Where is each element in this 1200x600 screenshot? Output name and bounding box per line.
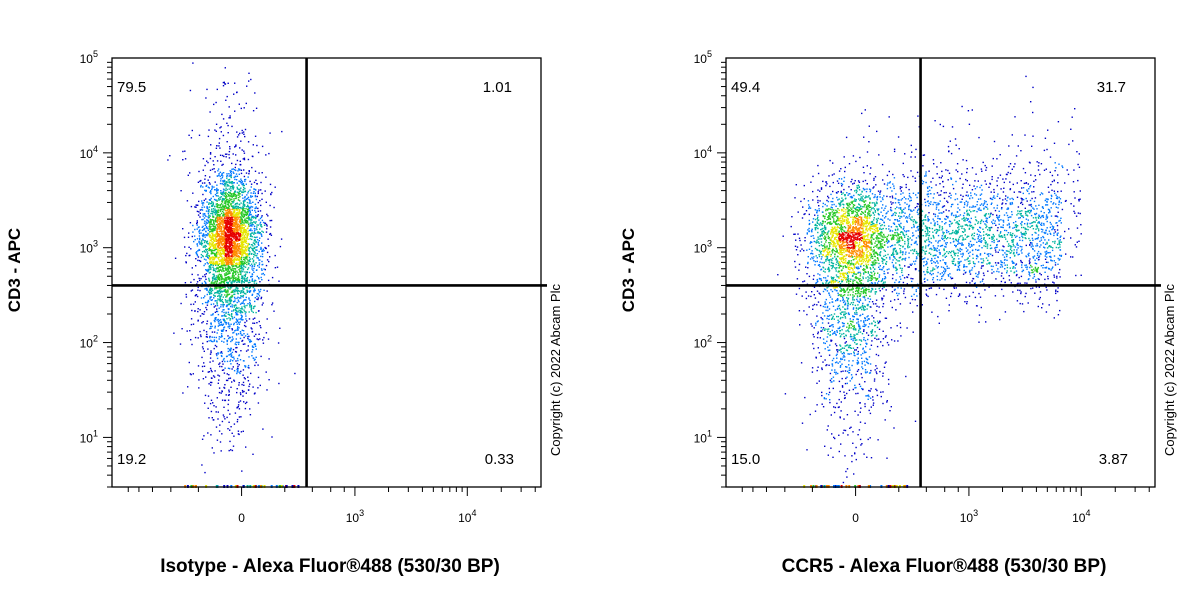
y-tick-label: 104 bbox=[80, 144, 98, 161]
quadrant-bottom-right-value: 0.33 bbox=[485, 451, 514, 468]
event-dots bbox=[777, 75, 1082, 484]
quadrant-top-left-value: 49.4 bbox=[731, 79, 760, 96]
y-tick-label: 102 bbox=[80, 334, 98, 351]
plot-frame bbox=[725, 57, 1156, 488]
y-tick-label: 102 bbox=[694, 334, 712, 351]
quadrant-bottom-left-value: 15.0 bbox=[731, 451, 760, 468]
y-tick-label: 101 bbox=[80, 428, 98, 445]
plot-frame bbox=[111, 57, 542, 488]
event-dots bbox=[167, 62, 296, 474]
quadrant-top-right-value: 31.7 bbox=[1097, 79, 1126, 96]
y-tick-label: 104 bbox=[694, 144, 712, 161]
y-axis-label: CD3 - APC bbox=[619, 228, 638, 312]
quadrant-bottom-left-value: 19.2 bbox=[117, 451, 146, 468]
y-tick-label: 105 bbox=[80, 49, 98, 66]
copyright-notice: Copyright (c) 2022 Abcam Plc bbox=[548, 284, 563, 456]
plot-panel-ccr5: CD3 - APC CCR5 - Alexa Fluor®488 (530/30… bbox=[619, 49, 1177, 577]
quadrant-bottom-right-value: 3.87 bbox=[1099, 451, 1128, 468]
quadrant-top-right-value: 1.01 bbox=[483, 79, 512, 96]
x-axis-ticks bbox=[741, 487, 1150, 496]
y-axis-label: CD3 - APC bbox=[5, 228, 24, 312]
x-tick-label: 104 bbox=[1072, 508, 1090, 525]
y-tick-label: 101 bbox=[694, 428, 712, 445]
x-tick-label: 103 bbox=[960, 508, 978, 525]
quadrant-top-left-value: 79.5 bbox=[117, 79, 146, 96]
y-axis-ticks bbox=[717, 61, 726, 488]
x-axis-label: CCR5 - Alexa Fluor®488 (530/30 BP) bbox=[782, 556, 1107, 577]
y-tick-label: 103 bbox=[80, 239, 98, 256]
x-tick-label: 103 bbox=[346, 508, 364, 525]
plot-panel-isotype: CD3 - APC Isotype - Alexa Fluor®488 (530… bbox=[5, 49, 563, 577]
x-axis-ticks bbox=[127, 487, 536, 496]
y-tick-label: 105 bbox=[694, 49, 712, 66]
x-tick-label: 0 bbox=[238, 511, 245, 525]
y-tick-label: 103 bbox=[694, 239, 712, 256]
x-tick-label: 0 bbox=[852, 511, 859, 525]
x-tick-label: 104 bbox=[458, 508, 476, 525]
x-axis-label: Isotype - Alexa Fluor®488 (530/30 BP) bbox=[160, 556, 500, 577]
y-axis-ticks bbox=[103, 61, 112, 488]
copyright-notice: Copyright (c) 2022 Abcam Plc bbox=[1162, 284, 1177, 456]
